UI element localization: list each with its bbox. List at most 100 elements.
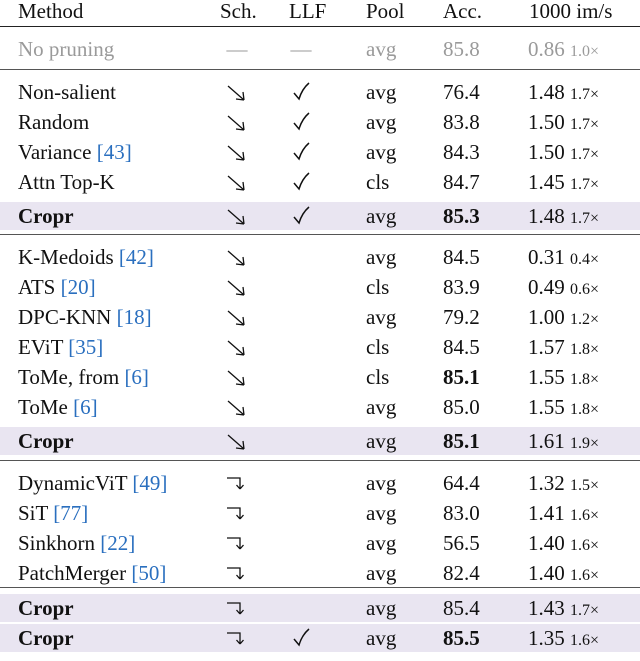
schedule-cell: [222, 202, 252, 230]
header-accuracy: Acc.: [443, 0, 483, 23]
llf-cell: [288, 469, 314, 497]
pool-cell: cls: [366, 335, 390, 359]
throughput-cell: 1.50 1.7×: [528, 108, 599, 136]
citation-ref: [22]: [100, 531, 136, 555]
header-throughput: 1000 im/s: [529, 0, 613, 23]
accuracy-cell: 85.0: [443, 395, 480, 419]
baseline-pool: avg: [366, 37, 397, 61]
llf-cell: [288, 202, 314, 230]
throughput-value: 1.00: [528, 305, 565, 329]
accuracy-cell: 76.4: [443, 80, 480, 104]
throughput-value: 1.57: [528, 335, 565, 359]
speedup-multiplier: 1.8×: [570, 371, 600, 388]
decreasing-arrow-icon: [227, 434, 245, 450]
llf-cell: [288, 138, 314, 166]
method-name: ToMe, from: [18, 365, 120, 389]
method-cell: ATS [20]: [18, 273, 96, 301]
checkmark-icon: [293, 142, 310, 161]
step-arrow-icon: [227, 632, 244, 645]
llf-cell: [288, 78, 314, 106]
throughput-cell: 1.48 1.7×: [528, 202, 599, 230]
method-cell: DynamicViT [49]: [18, 469, 167, 497]
highlight-row: Cropr avg 85.1 1.61 1.9×: [0, 427, 640, 455]
accuracy-cell: 84.7: [443, 170, 480, 194]
throughput-value: 1.50: [528, 110, 565, 134]
speedup-multiplier: 1.8×: [570, 401, 600, 418]
decreasing-arrow-icon: [227, 115, 245, 131]
accuracy-cell: 83.0: [443, 501, 480, 525]
speedup-multiplier: 0.6×: [570, 281, 600, 298]
speedup-multiplier: 1.7×: [570, 176, 600, 193]
llf-cell: [288, 393, 314, 421]
method-cell: Variance [43]: [18, 138, 132, 166]
throughput-cell: 0.49 0.6×: [528, 273, 599, 301]
schedule-cell: [222, 594, 252, 622]
throughput-value: 1.50: [528, 140, 565, 164]
speedup-multiplier: 1.5×: [570, 477, 600, 494]
decreasing-arrow-icon: [227, 340, 245, 356]
speedup-multiplier: 1.8×: [570, 341, 600, 358]
pool-cell: avg: [366, 531, 397, 555]
header-schedule: Sch.: [220, 0, 257, 23]
throughput-value: 1.61: [528, 429, 565, 453]
citation-ref: [6]: [73, 395, 98, 419]
table-row: Non-salient avg 76.4 1.48 1.7×: [0, 78, 640, 106]
accuracy-cell: 85.3: [443, 204, 480, 228]
header-llf: LLF: [289, 0, 327, 23]
pool-cell: avg: [366, 305, 397, 329]
method-name: Cropr: [18, 626, 74, 650]
accuracy-cell: 83.9: [443, 275, 480, 299]
pool-cell: cls: [366, 365, 390, 389]
pool-cell: avg: [366, 471, 397, 495]
method-name: DPC-KNN: [18, 305, 112, 329]
throughput-cell: 1.55 1.8×: [528, 363, 599, 391]
accuracy-cell: 82.4: [443, 561, 480, 585]
method-name: PatchMerger: [18, 561, 127, 585]
accuracy-cell: 85.1: [443, 429, 480, 453]
accuracy-cell: 84.3: [443, 140, 480, 164]
citation-ref: [77]: [53, 501, 89, 525]
baseline-accuracy: 85.8: [443, 37, 480, 61]
table-row: Random avg 83.8 1.50 1.7×: [0, 108, 640, 136]
table-row: ATS [20] cls 83.9 0.49 0.6×: [0, 273, 640, 301]
method-name: DynamicViT: [18, 471, 128, 495]
throughput-value: 1.45: [528, 170, 565, 194]
throughput-value: 1.43: [528, 596, 565, 620]
table-row: SiT [77] avg 83.0 1.41 1.6×: [0, 499, 640, 527]
baseline-schedule: —: [226, 37, 248, 61]
pool-cell: cls: [366, 275, 390, 299]
pool-cell: avg: [366, 80, 397, 104]
throughput-cell: 1.50 1.7×: [528, 138, 599, 166]
step-arrow-icon: [227, 477, 244, 490]
citation-ref: [6]: [124, 365, 149, 389]
method-cell: Cropr: [18, 202, 74, 230]
method-cell: Sinkhorn [22]: [18, 529, 135, 557]
table-row: Attn Top-K cls 84.7 1.45 1.7×: [0, 168, 640, 196]
highlight-row: Cropr avg 85.4 1.43 1.7×: [0, 594, 640, 622]
header-rule: [0, 26, 640, 27]
schedule-cell: [222, 168, 252, 196]
method-name: Sinkhorn: [18, 531, 96, 555]
table-row: DPC-KNN [18] avg 79.2 1.00 1.2×: [0, 303, 640, 331]
method-cell: DPC-KNN [18]: [18, 303, 152, 331]
schedule-cell: [222, 499, 252, 527]
throughput-value: 1.48: [528, 204, 565, 228]
method-name: K-Medoids: [18, 245, 114, 269]
speedup-multiplier: 1.6×: [570, 507, 600, 524]
speedup-multiplier: 1.6×: [570, 632, 600, 649]
method-cell: Random: [18, 108, 89, 136]
throughput-value: 1.48: [528, 80, 565, 104]
throughput-cell: 0.31 0.4×: [528, 243, 599, 271]
schedule-cell: [222, 243, 252, 271]
pool-cell: avg: [366, 501, 397, 525]
method-cell: K-Medoids [42]: [18, 243, 154, 271]
baseline-row: No pruning — — avg 85.8 0.86 1.0×: [0, 35, 640, 63]
throughput-cell: 1.32 1.5×: [528, 469, 599, 497]
decreasing-arrow-icon: [227, 145, 245, 161]
throughput-value: 0.31: [528, 245, 565, 269]
llf-cell: [288, 427, 314, 455]
method-name: Non-salient: [18, 80, 116, 104]
schedule-cell: [222, 393, 252, 421]
group-rule: [0, 460, 640, 461]
